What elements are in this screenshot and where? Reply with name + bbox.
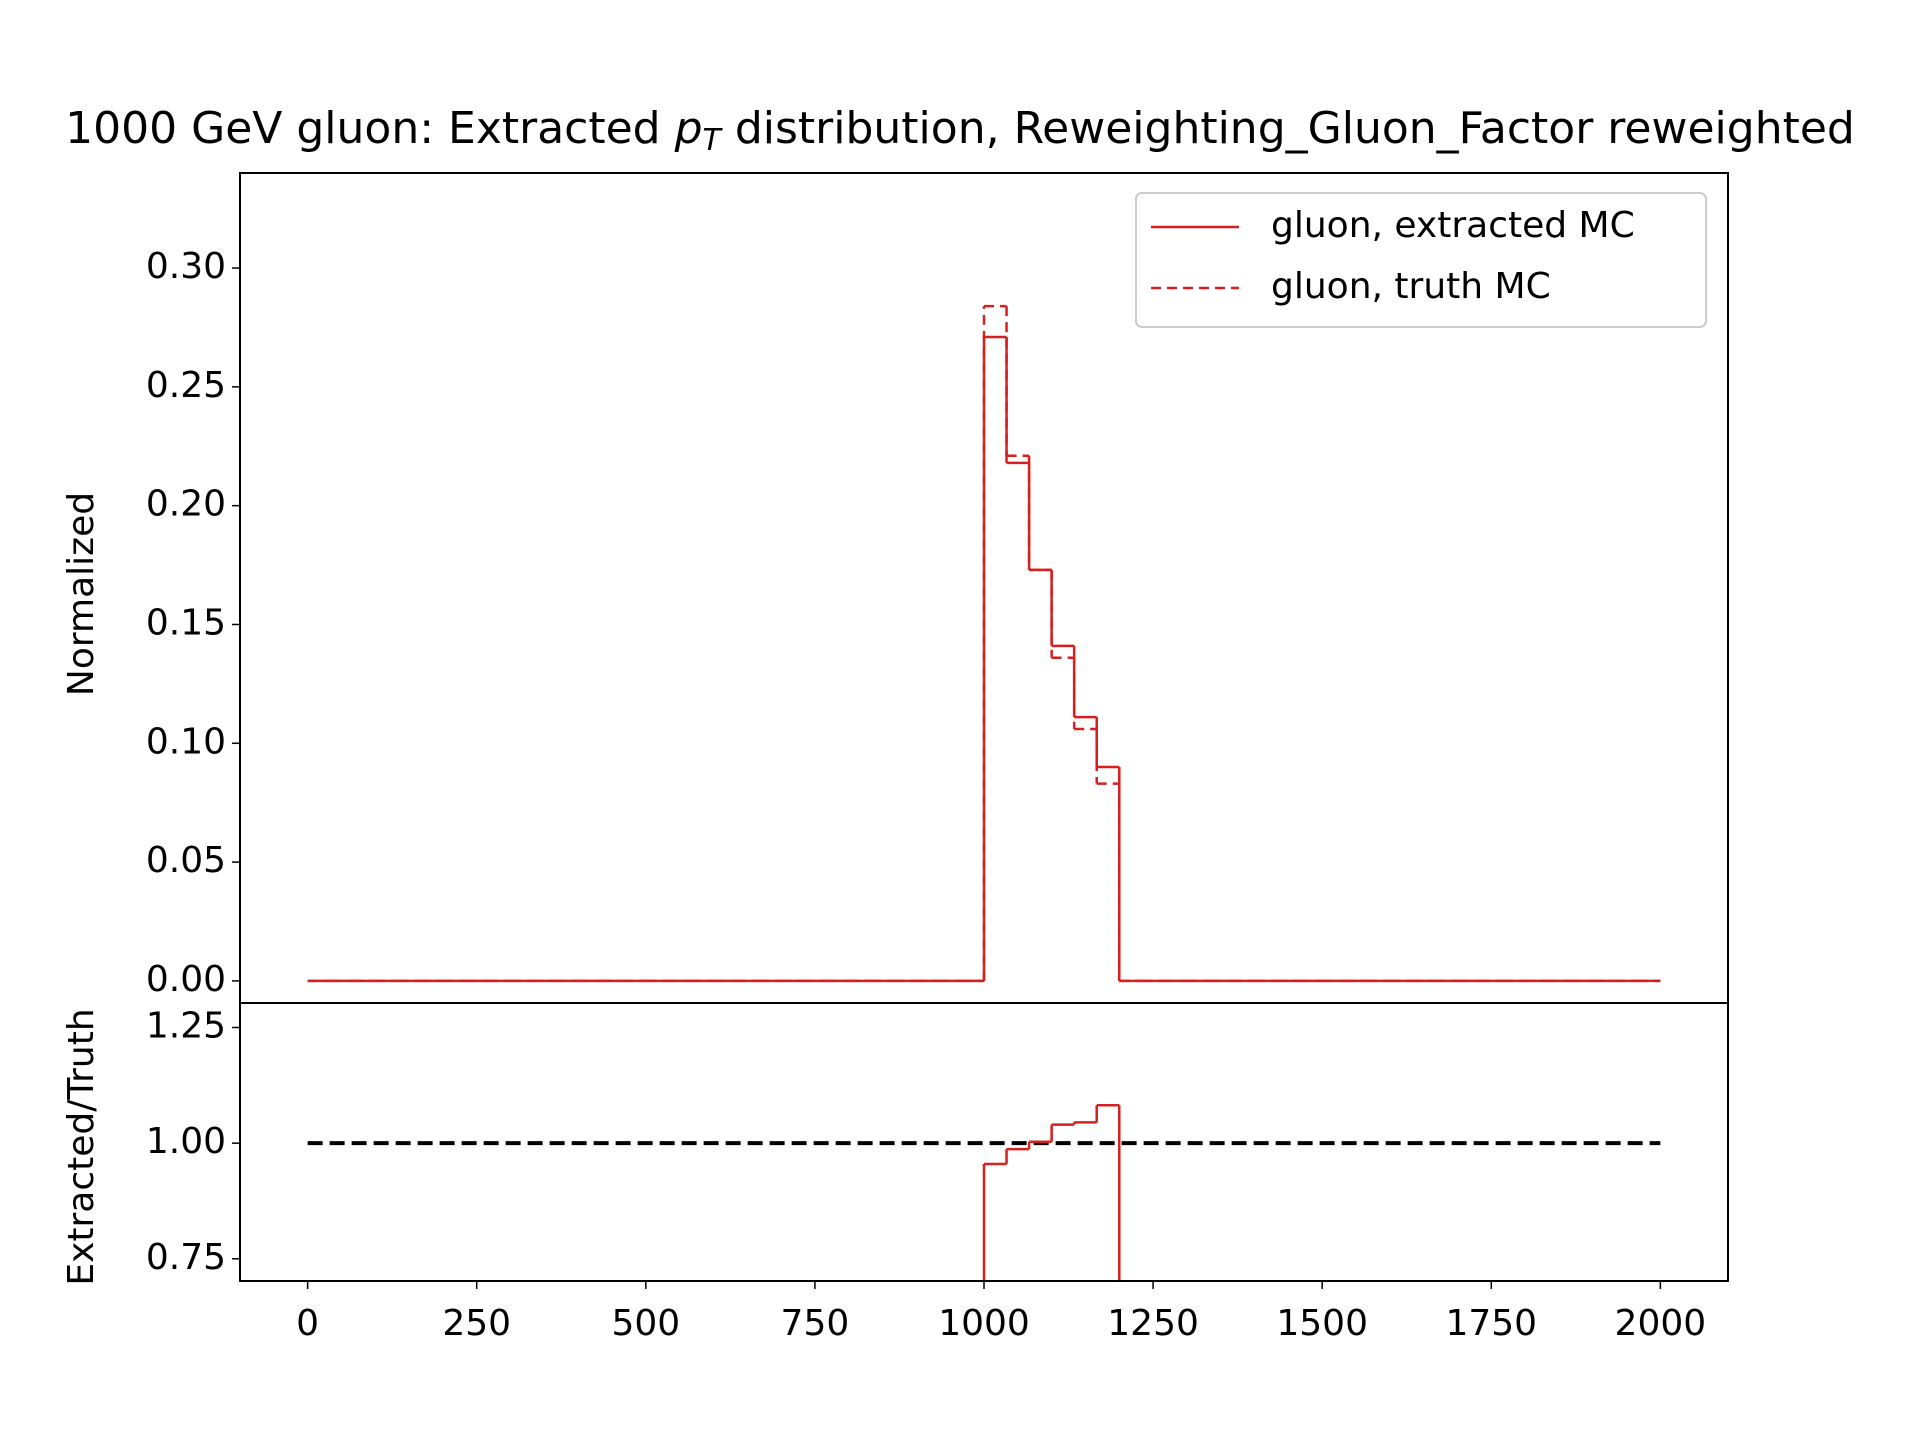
y-tick-label: 0.10 bbox=[146, 721, 226, 762]
y-tick-label: 0.75 bbox=[146, 1237, 226, 1278]
x-tick-label: 2000 bbox=[1615, 1303, 1707, 1344]
x-tick-label: 1250 bbox=[1107, 1303, 1199, 1344]
x-tick-label: 0 bbox=[296, 1303, 319, 1344]
y-tick-label: 1.00 bbox=[146, 1121, 226, 1162]
plot-area bbox=[307, 304, 1661, 983]
title-part: p bbox=[674, 103, 703, 154]
x-tick-label: 750 bbox=[781, 1303, 850, 1344]
legend-box bbox=[1135, 192, 1707, 328]
y-tick-label: 0.20 bbox=[146, 484, 226, 525]
y-tick-label: 0.15 bbox=[146, 602, 226, 643]
plot-area bbox=[307, 1103, 1661, 1281]
chart-title: 1000 GeV gluon: Extracted pT distributio… bbox=[65, 103, 1855, 158]
x-tick-label: 1000 bbox=[938, 1303, 1030, 1344]
legend-label: gluon, truth MC bbox=[1271, 266, 1551, 307]
y-tick-label: 0.25 bbox=[146, 365, 226, 406]
title-part: T bbox=[703, 123, 724, 158]
x-tick-label: 1750 bbox=[1445, 1303, 1537, 1344]
y-axis-label: Normalized bbox=[61, 492, 102, 696]
x-tick-label: 250 bbox=[442, 1303, 511, 1344]
x-tick-label: 1500 bbox=[1276, 1303, 1368, 1344]
y-tick-label: 1.25 bbox=[146, 1006, 226, 1047]
x-tick-label: 500 bbox=[611, 1303, 680, 1344]
axes-frame bbox=[239, 1002, 1729, 1282]
y-tick-label: 0.30 bbox=[146, 246, 226, 287]
legend-label: gluon, extracted MC bbox=[1271, 205, 1635, 246]
y-tick-label: 0.05 bbox=[146, 840, 226, 881]
y-tick-label: 0.00 bbox=[146, 959, 226, 1000]
title-part: 1000 GeV gluon: Extracted bbox=[65, 103, 674, 154]
title-part: distribution, Reweighting_Gluon_Factor r… bbox=[721, 103, 1855, 154]
y-axis-label: Extracted/Truth bbox=[61, 1008, 102, 1285]
axes: 0.00 0.05 0.10 0.15 0.20 0.25 0.30 gluon, extra… bbox=[146, 172, 1729, 1344]
